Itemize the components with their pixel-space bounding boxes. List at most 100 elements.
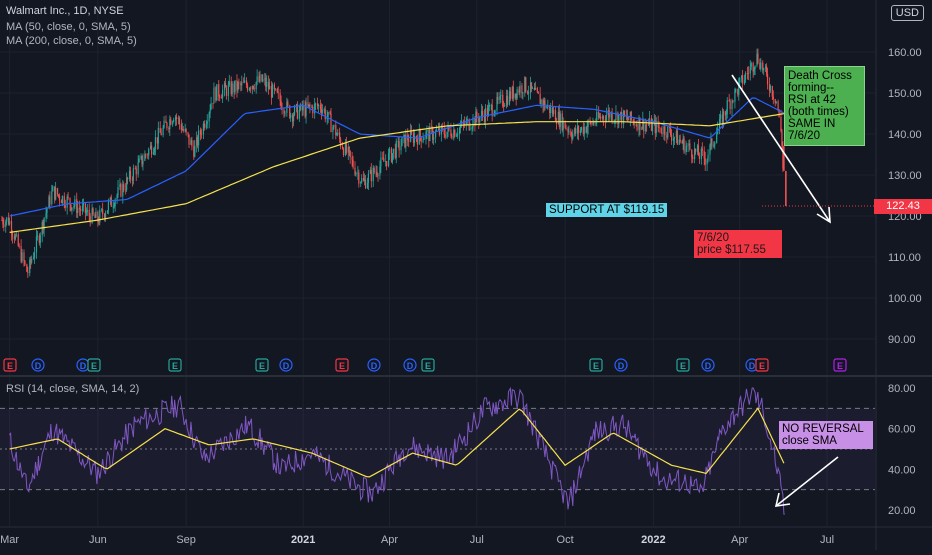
price-candle-body bbox=[734, 89, 736, 102]
price-candle-body bbox=[737, 89, 739, 95]
price-candle-body bbox=[664, 126, 666, 136]
dividend-marker[interactable]: D bbox=[403, 358, 417, 372]
price-candle-body bbox=[596, 111, 598, 123]
currency-button[interactable]: USD bbox=[890, 5, 924, 21]
series-lines bbox=[9, 97, 785, 515]
price-candle-body bbox=[208, 113, 210, 122]
earnings-marker[interactable]: E bbox=[833, 358, 847, 372]
price-candle-body bbox=[762, 62, 764, 71]
price-candle-body bbox=[77, 207, 79, 214]
price-candle-body bbox=[633, 120, 635, 125]
price-candle-body bbox=[157, 127, 159, 144]
price-candle-body bbox=[48, 196, 50, 209]
price-candle-body bbox=[327, 111, 329, 117]
price-candle-body bbox=[709, 144, 711, 155]
price-candle-body bbox=[466, 119, 468, 121]
price-candle-body bbox=[559, 113, 561, 127]
price-candle-body bbox=[308, 104, 310, 107]
dividend-marker[interactable]: D bbox=[31, 358, 45, 372]
price-candle-body bbox=[647, 124, 650, 126]
rsi-note-annotation[interactable]: NO REVERSAL close SMA bbox=[779, 421, 873, 449]
price-candle-body bbox=[636, 124, 638, 130]
price-candle-body bbox=[697, 145, 700, 156]
price-candle-body bbox=[643, 118, 645, 132]
earnings-marker-box bbox=[755, 358, 769, 372]
price-candle-body bbox=[521, 85, 523, 94]
event-marker-label: E bbox=[837, 361, 843, 371]
last-price-tag: 122.43 bbox=[874, 199, 932, 214]
earnings-marker-box bbox=[335, 358, 349, 372]
price-candle-body bbox=[185, 128, 187, 133]
earnings-marker[interactable]: E bbox=[421, 358, 435, 372]
earnings-marker[interactable]: E bbox=[676, 358, 690, 372]
earnings-marker-box bbox=[676, 358, 690, 372]
dividend-marker[interactable]: D bbox=[614, 358, 628, 372]
dividend-marker[interactable]: D bbox=[701, 358, 715, 372]
price-candle-body bbox=[579, 130, 582, 133]
price-candle-body bbox=[193, 146, 195, 157]
price-candle-body bbox=[199, 130, 202, 135]
price-candle-body bbox=[552, 109, 555, 115]
price-candle-body bbox=[223, 83, 226, 90]
earnings-marker[interactable]: E bbox=[255, 358, 269, 372]
earnings-marker[interactable]: E bbox=[168, 358, 182, 372]
price-candle-body bbox=[577, 126, 580, 133]
price-candle-body bbox=[599, 116, 601, 118]
price-candle-body bbox=[116, 195, 118, 200]
dividend-marker-circle bbox=[367, 358, 381, 372]
price-candle-body bbox=[743, 79, 746, 84]
price-candle-body bbox=[70, 204, 72, 211]
dividend-marker[interactable]: D bbox=[279, 358, 293, 372]
price-candle-body bbox=[433, 137, 435, 140]
price-candle-body bbox=[91, 208, 93, 224]
rsi-legend[interactable]: RSI (14, close, SMA, 14, 2) bbox=[6, 383, 140, 395]
price-candle-body bbox=[593, 122, 595, 124]
ma50-legend[interactable]: MA (50, close, 0, SMA, 5) bbox=[6, 21, 131, 33]
price-candle-body bbox=[10, 221, 13, 234]
price-candle-body bbox=[51, 191, 53, 205]
price-candle-body bbox=[739, 78, 741, 83]
price-candle-body bbox=[11, 233, 14, 237]
price-candle-body bbox=[150, 145, 152, 150]
ma200-legend[interactable]: MA (200, close, 0, SMA, 5) bbox=[6, 35, 137, 47]
price-candle-body bbox=[580, 127, 583, 131]
earnings-marker[interactable]: E bbox=[755, 358, 769, 372]
ma200-line bbox=[9, 113, 784, 233]
price-candle-body bbox=[162, 127, 164, 136]
price-candle-body bbox=[774, 99, 776, 103]
price-candle-body bbox=[57, 194, 60, 196]
price-candle-body bbox=[617, 112, 619, 125]
death-cross-annotation[interactable]: Death Cross forming-- RSI at 42 (both ti… bbox=[784, 66, 865, 146]
earnings-marker[interactable]: E bbox=[87, 358, 101, 372]
price-candle-body bbox=[251, 86, 253, 90]
earnings-marker-box bbox=[255, 358, 269, 372]
price-note-annotation[interactable]: 7/6/20 price $117.55 bbox=[694, 230, 782, 258]
price-candle-body bbox=[645, 124, 647, 132]
earnings-marker[interactable]: E bbox=[589, 358, 603, 372]
price-candle-body bbox=[678, 139, 680, 145]
price-candle-body bbox=[604, 119, 607, 122]
price-candle-body bbox=[336, 134, 338, 136]
price-candle-body bbox=[536, 88, 538, 92]
dividend-marker[interactable]: D bbox=[367, 358, 381, 372]
price-candle-body bbox=[98, 221, 100, 223]
price-candle-body bbox=[486, 108, 488, 117]
time-tick-label: Jun bbox=[89, 534, 107, 546]
dividend-marker[interactable]: D bbox=[745, 358, 759, 372]
price-candle-body bbox=[238, 82, 240, 84]
rsi-tick-label: 40.00 bbox=[888, 464, 916, 476]
price-candle-body bbox=[349, 150, 351, 158]
price-candle-body bbox=[281, 108, 283, 110]
price-candle-body bbox=[610, 112, 612, 118]
price-candle-body bbox=[420, 136, 422, 143]
support-annotation[interactable]: SUPPORT AT $119.15 bbox=[546, 203, 668, 217]
price-candle-body bbox=[280, 100, 282, 109]
price-candle-body bbox=[377, 174, 379, 176]
price-candle-body bbox=[550, 107, 552, 114]
earnings-marker[interactable]: E bbox=[3, 358, 17, 372]
earnings-marker[interactable]: E bbox=[335, 358, 349, 372]
dividend-marker[interactable]: D bbox=[76, 358, 90, 372]
rsi-band bbox=[0, 407, 875, 491]
